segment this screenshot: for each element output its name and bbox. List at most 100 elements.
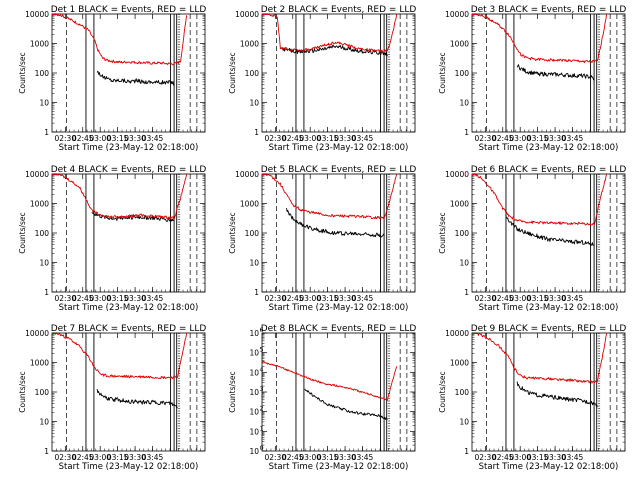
- y-tick-label: 100: [35, 69, 50, 78]
- y-tick-label: 10: [249, 349, 259, 358]
- plot-frame: [51, 13, 206, 133]
- x-tick-label: 03:15: [527, 134, 549, 143]
- x-tick-label: 02:45: [492, 453, 514, 462]
- y-tick-label: 100: [455, 69, 470, 78]
- x-tick-label: 02:30: [264, 453, 286, 462]
- y-tick-label: 10: [459, 418, 469, 427]
- x-tick-label: 03:15: [107, 294, 129, 303]
- x-tick-label: 03:15: [527, 294, 549, 303]
- x-axis-label: Start Time (23-May-12 02:18:00): [269, 462, 409, 472]
- x-tick-label: 03:00: [509, 134, 531, 143]
- chart-panel: 1 10 100 1000 10000 02:3002:4503:0003:1503:30…: [438, 5, 626, 153]
- chart-title: Det 3 BLACK = Events, RED = LLD: [471, 5, 627, 15]
- x-tick-label: 03:30: [544, 453, 566, 462]
- y-tick-label: 1: [44, 447, 49, 456]
- x-tick-label: 03:45: [562, 294, 584, 303]
- x-tick-label: 02:45: [72, 134, 94, 143]
- y-tick-label: 100: [245, 69, 260, 78]
- y-tick-label: 10000: [235, 10, 259, 19]
- x-tick-label: 03:15: [107, 134, 129, 143]
- plot-frame: [51, 332, 206, 452]
- lld-series-line: [52, 333, 188, 380]
- x-tick-label: 03:45: [352, 294, 374, 303]
- y-tick-label: 1: [44, 288, 49, 297]
- y-tick-label: 10: [39, 259, 49, 268]
- chart-panel: 1 10 100 1000 10000 02:3002:4503:0003:1503:30…: [228, 5, 416, 153]
- lld-series-line: [472, 14, 608, 64]
- x-tick-label: 02:45: [282, 294, 304, 303]
- x-axis-label: Start Time (23-May-12 02:18:00): [269, 143, 409, 153]
- chart-panel: 1 10 100 1000 10000 02:3002:4503:0003:1503:30…: [438, 324, 626, 472]
- chart-panel: 1 10 100 1000 10000 02:3002:4503:0003:1503:30…: [228, 165, 416, 313]
- y-tick-label: 10: [39, 99, 49, 108]
- y-tick-label: 10: [249, 388, 259, 397]
- chart-panel: 1 10 100 1000 10000 02:3002:4503:0003:1503:30…: [18, 5, 206, 153]
- y-axis-label: Counts/sec: [228, 212, 237, 253]
- y-tick-label: 10000: [25, 329, 49, 338]
- y-tick-label: 10000: [25, 10, 49, 19]
- y-tick-label: 10: [249, 368, 259, 377]
- x-tick-label: 03:45: [142, 294, 164, 303]
- y-tick-label: 1000: [240, 200, 259, 209]
- y-axis-label: Counts/sec: [438, 212, 447, 253]
- y-tick-label: 1000: [30, 200, 49, 209]
- events-series-line: [505, 215, 595, 246]
- y-tick-label: 1000: [450, 40, 469, 49]
- y-tick-label: 10000: [235, 170, 259, 179]
- events-series-line: [304, 388, 388, 420]
- y-tick-exponent: 1: [260, 424, 264, 432]
- chart-title: Det 8 BLACK = Events, RED = LLD: [261, 324, 417, 334]
- chart-title: Det 2 BLACK = Events, RED = LLD: [261, 5, 417, 15]
- x-tick-label: 03:45: [352, 134, 374, 143]
- chart-title: Det 1 BLACK = Events, RED = LLD: [51, 5, 207, 15]
- y-tick-label: 10000: [445, 170, 469, 179]
- y-tick-label: 10: [249, 259, 259, 268]
- x-tick-label: 03:15: [317, 453, 339, 462]
- x-tick-label: 03:00: [299, 134, 321, 143]
- y-tick-label: 10: [249, 329, 259, 338]
- x-tick-label: 03:15: [107, 453, 129, 462]
- y-tick-label: 100: [35, 388, 50, 397]
- y-tick-label: 10000: [25, 170, 49, 179]
- y-axis-label: Counts/sec: [18, 212, 27, 253]
- lld-series-line: [52, 174, 188, 220]
- x-tick-label: 03:30: [334, 453, 356, 462]
- y-tick-label: 1: [464, 447, 469, 456]
- events-series-line: [96, 70, 175, 86]
- y-tick-label: 1: [464, 128, 469, 137]
- y-tick-label: 1: [44, 128, 49, 137]
- x-tick-label: 03:15: [527, 453, 549, 462]
- plot-frame: [471, 332, 626, 452]
- y-tick-exponent: 3: [260, 385, 264, 393]
- x-tick-label: 03:15: [317, 134, 339, 143]
- y-tick-label: 1: [254, 288, 259, 297]
- y-axis-label: Counts/sec: [18, 371, 27, 412]
- x-tick-label: 03:45: [142, 134, 164, 143]
- y-tick-label: 10000: [445, 10, 469, 19]
- x-axis-label: Start Time (23-May-12 02:18:00): [269, 303, 409, 313]
- x-tick-label: 03:30: [334, 294, 356, 303]
- x-tick-label: 03:30: [124, 294, 146, 303]
- y-tick-label: 1000: [240, 40, 259, 49]
- y-tick-label: 1000: [450, 359, 469, 368]
- lld-series-line: [472, 333, 608, 384]
- y-tick-label: 1: [254, 128, 259, 137]
- x-tick-label: 03:30: [544, 134, 566, 143]
- x-axis-label: Start Time (23-May-12 02:18:00): [479, 462, 619, 472]
- y-tick-label: 10: [459, 259, 469, 268]
- y-tick-exponent: 6: [260, 326, 264, 334]
- y-axis-label: Counts/sec: [18, 52, 27, 93]
- chart-title: Det 4 BLACK = Events, RED = LLD: [51, 165, 207, 175]
- y-tick-label: 1000: [30, 40, 49, 49]
- y-tick-label: 10000: [445, 329, 469, 338]
- y-tick-label: 10: [249, 447, 259, 456]
- lld-series-line: [262, 14, 398, 53]
- chart-panel: 1 10 100 1000 10000 02:3002:4503:0003:1503:30…: [438, 165, 626, 313]
- x-tick-label: 02:45: [72, 453, 94, 462]
- chart-title: Det 6 BLACK = Events, RED = LLD: [471, 165, 627, 175]
- chart-title: Det 9 BLACK = Events, RED = LLD: [471, 324, 627, 334]
- x-tick-label: 02:45: [492, 294, 514, 303]
- y-tick-exponent: 2: [260, 405, 264, 413]
- x-tick-label: 03:00: [299, 453, 321, 462]
- x-tick-label: 03:45: [562, 453, 584, 462]
